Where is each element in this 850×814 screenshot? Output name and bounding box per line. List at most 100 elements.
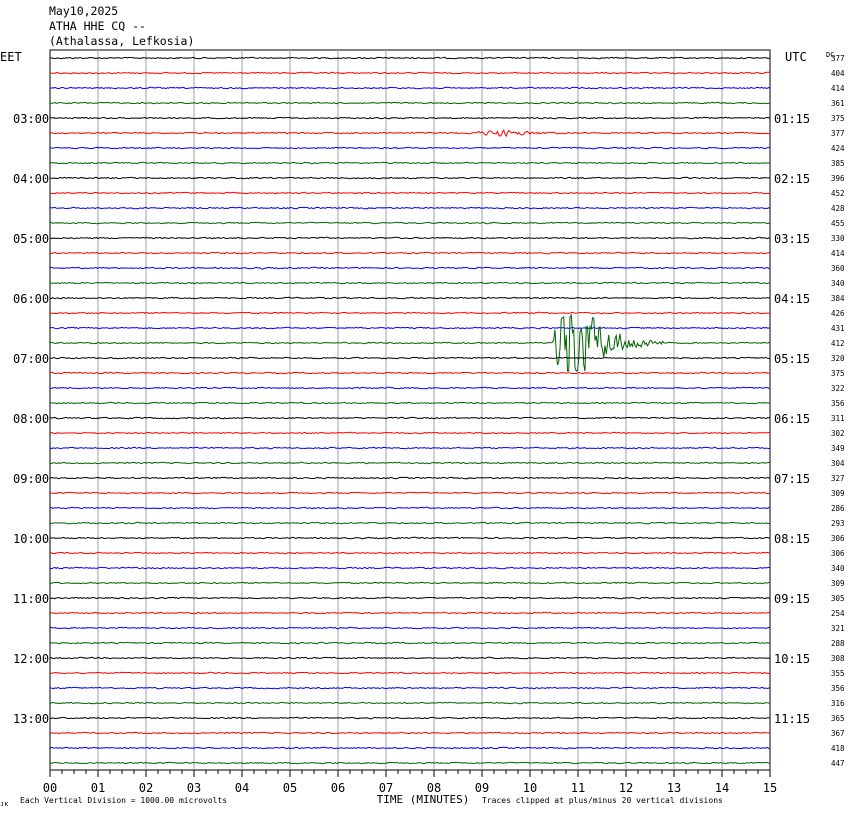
trace-line [49, 221, 771, 225]
right-hour-label: 05:15 [774, 352, 810, 366]
dc-offset-label: 375 [831, 369, 845, 378]
left-hour-label: 12:00 [13, 652, 49, 666]
trace-line [49, 521, 771, 525]
x-tick-label: 13 [667, 781, 681, 795]
dc-offset-label: 308 [831, 654, 845, 663]
trace-line [49, 326, 770, 330]
dc-offset-label: 355 [831, 669, 845, 678]
left-hour-label: 03:00 [13, 112, 49, 126]
dc-offset-label: 452 [831, 189, 845, 198]
x-tick-label: 04 [235, 781, 249, 795]
left-hour-label: 09:00 [13, 472, 49, 486]
trace-line [49, 236, 771, 240]
trace-line [49, 371, 771, 375]
trace-line [49, 206, 771, 210]
dc-offset-label: 349 [831, 444, 845, 453]
dc-offset-label: 418 [831, 744, 845, 753]
trace-line [49, 86, 771, 90]
trace-line [49, 266, 771, 270]
dc-offset-label: 377 [831, 54, 845, 63]
right-hour-label: 02:15 [774, 172, 810, 186]
trace-line [49, 146, 771, 150]
dc-label: DC [826, 51, 834, 59]
x-tick-label: 12 [619, 781, 633, 795]
right-hour-label: 10:15 [774, 652, 810, 666]
clip-note: Traces clipped at plus/minus 20 vertical… [482, 796, 723, 805]
dc-offset-label: 412 [831, 339, 845, 348]
x-tick-label: 15 [763, 781, 777, 795]
trace-line [49, 176, 771, 180]
right-hour-label: 09:15 [774, 592, 810, 606]
dc-offset-label: 302 [831, 429, 845, 438]
left-zone-label: EET [0, 50, 22, 64]
dc-offset-label: 293 [831, 519, 845, 528]
x-tick-label: 14 [715, 781, 729, 795]
left-hour-label: 11:00 [13, 592, 49, 606]
trace-line [49, 401, 771, 405]
dc-offset-label: 356 [831, 399, 845, 408]
dc-offset-label: 309 [831, 579, 845, 588]
trace-line [49, 71, 771, 75]
trace-line [49, 641, 771, 645]
x-tick-label: 01 [91, 781, 105, 795]
trace-line [49, 251, 771, 255]
left-hour-label: 06:00 [13, 292, 49, 306]
dc-offset-label: 311 [831, 414, 845, 423]
dc-offset-label: 320 [831, 354, 845, 363]
trace-line [49, 281, 771, 285]
dc-offset-label: 286 [831, 504, 845, 513]
x-tick-label: 02 [139, 781, 153, 795]
trace-line [49, 716, 771, 720]
dc-offset-label: 309 [831, 489, 845, 498]
dc-offset-label: 327 [831, 474, 845, 483]
dc-offset-label: 330 [831, 234, 845, 243]
trace-line [49, 311, 771, 315]
x-tick-label: 06 [331, 781, 345, 795]
trace-line [49, 596, 771, 600]
trace-line [49, 701, 771, 705]
date-label: May10,2025 [49, 4, 119, 18]
trace-line [49, 386, 771, 390]
plot-frame [49, 49, 771, 771]
right-hour-label: 11:15 [774, 712, 810, 726]
dc-offset-label: 306 [831, 549, 845, 558]
dc-offset-label: 424 [831, 144, 845, 153]
left-hour-label: 08:00 [13, 412, 49, 426]
right-zone-label: UTC [785, 50, 807, 64]
right-hour-label: 03:15 [774, 232, 810, 246]
trace-line [49, 761, 771, 765]
trace-line [49, 506, 771, 510]
trace-line [49, 56, 771, 60]
trace-line [49, 536, 771, 540]
trace-line [49, 101, 771, 105]
trace-line [49, 671, 771, 675]
dc-offset-label: 385 [831, 159, 845, 168]
trace-line [49, 566, 771, 570]
trace-line [49, 191, 771, 195]
left-hour-label: 05:00 [13, 232, 49, 246]
left-hour-label: 13:00 [13, 712, 49, 726]
trace-line [49, 746, 771, 750]
trace-line [49, 476, 771, 480]
dc-offset-label: 340 [831, 564, 845, 573]
dc-offset-label: 404 [831, 69, 845, 78]
trace-line [49, 116, 771, 120]
dc-offset-label: 396 [831, 174, 845, 183]
trace-line [49, 296, 771, 300]
x-tick-label: 07 [379, 781, 393, 795]
trace-line [49, 686, 771, 690]
x-axis-title: TIME (MINUTES) [377, 793, 470, 806]
x-tick-label: 10 [523, 781, 537, 795]
location-label: (Athalassa, Lefkosia) [49, 34, 195, 48]
trace-line [49, 491, 771, 495]
dc-offset-label: 254 [831, 609, 845, 618]
trace-line [49, 656, 771, 660]
trace-line [49, 446, 771, 450]
dc-offset-label: 304 [831, 459, 845, 468]
station-label: ATHA HHE CQ -- [49, 19, 146, 33]
dc-offset-label: 340 [831, 279, 845, 288]
dc-offset-label: 288 [831, 639, 845, 648]
dc-offset-label: 356 [831, 684, 845, 693]
dc-offset-label: 428 [831, 204, 845, 213]
